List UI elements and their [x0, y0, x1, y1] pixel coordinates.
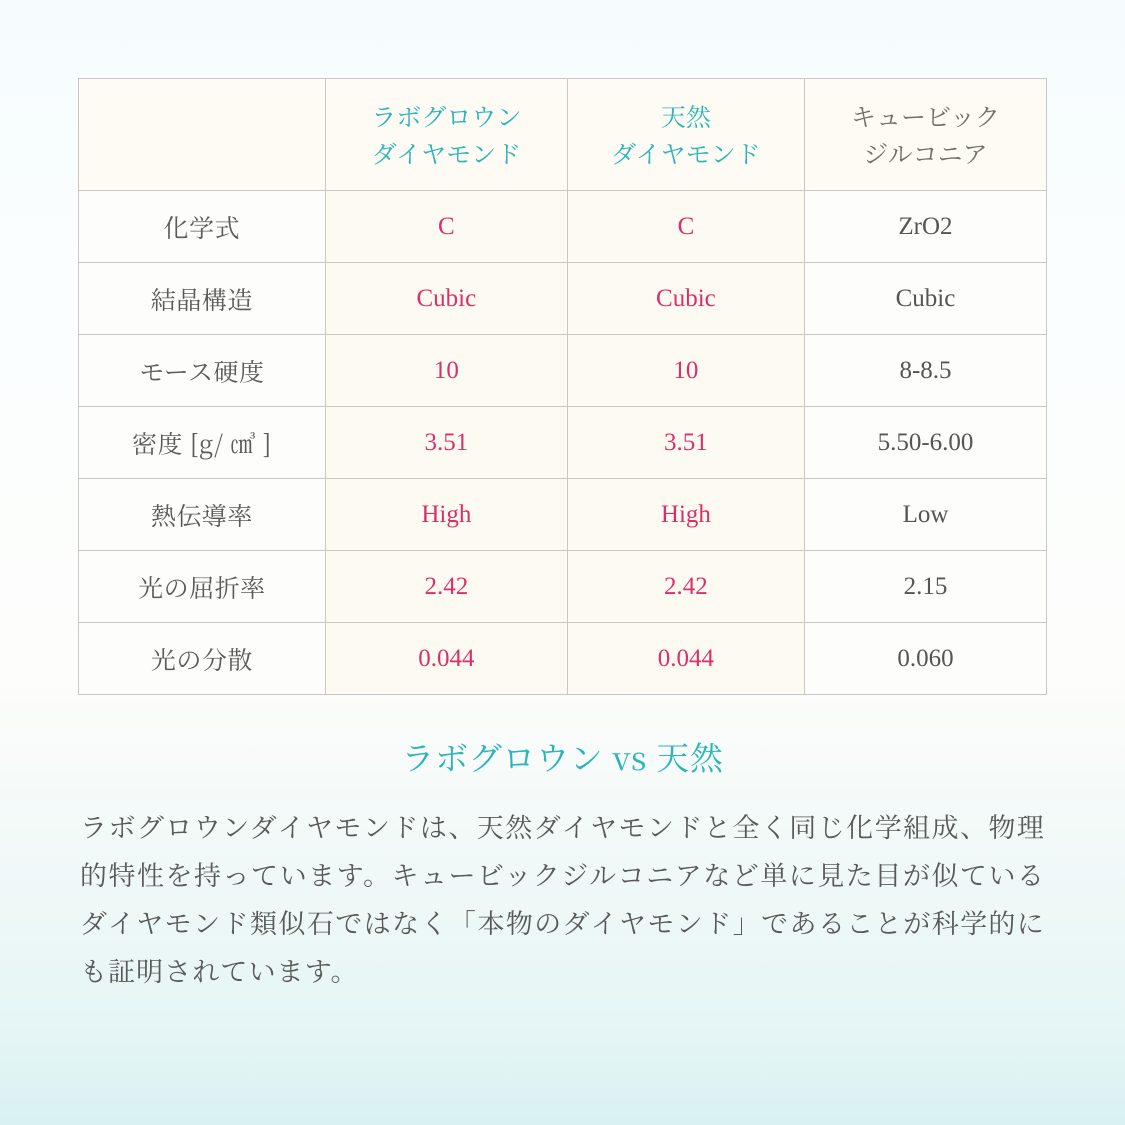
- row-label: 化学式: [79, 191, 326, 263]
- table-cell: High: [325, 479, 567, 551]
- col-header-line2: ダイヤモンド: [611, 135, 761, 171]
- table-corner-cell: [79, 79, 326, 191]
- col-header-line1: ラボグロウン: [371, 98, 521, 134]
- table-cell: C: [567, 191, 804, 263]
- col-header-line1: 天然: [661, 98, 711, 134]
- table-cell: 2.42: [567, 551, 804, 623]
- table-cell: 8-8.5: [804, 335, 1046, 407]
- table-cell: 0.044: [325, 623, 567, 695]
- comparison-table: ラボグロウン ダイヤモンド 天然 ダイヤモンド キュービック ジルコニア 化学式…: [78, 78, 1047, 695]
- table-row: 光の分散0.0440.0440.060: [79, 623, 1047, 695]
- table-cell: 5.50-6.00: [804, 407, 1046, 479]
- col-header-line2: ジルコニア: [863, 135, 987, 171]
- table-cell: 10: [567, 335, 804, 407]
- table-cell: Cubic: [567, 263, 804, 335]
- body-paragraph: ラボグロウンダイヤモンドは、天然ダイヤモンドと全く同じ化学組成、物理的特性を持っ…: [78, 802, 1047, 994]
- col-header-cz: キュービック ジルコニア: [804, 79, 1046, 191]
- row-label: 熱伝導率: [79, 479, 326, 551]
- row-label: 光の屈折率: [79, 551, 326, 623]
- table-cell: 3.51: [325, 407, 567, 479]
- row-label: モース硬度: [79, 335, 326, 407]
- table-header-row: ラボグロウン ダイヤモンド 天然 ダイヤモンド キュービック ジルコニア: [79, 79, 1047, 191]
- table-cell: Cubic: [325, 263, 567, 335]
- col-header-labgrown: ラボグロウン ダイヤモンド: [325, 79, 567, 191]
- table-cell: ZrO2: [804, 191, 1046, 263]
- row-label: 密度 [g/ ㎤ ]: [79, 407, 326, 479]
- table-row: 熱伝導率HighHighLow: [79, 479, 1047, 551]
- table-cell: 2.15: [804, 551, 1046, 623]
- table-cell: 0.060: [804, 623, 1046, 695]
- table-cell: Low: [804, 479, 1046, 551]
- table-cell: 2.42: [325, 551, 567, 623]
- row-label: 結晶構造: [79, 263, 326, 335]
- section-heading: ラボグロウン vs 天然: [78, 733, 1047, 780]
- table-cell: 3.51: [567, 407, 804, 479]
- table-cell: 0.044: [567, 623, 804, 695]
- table-row: 密度 [g/ ㎤ ]3.513.515.50-6.00: [79, 407, 1047, 479]
- table-cell: 10: [325, 335, 567, 407]
- table-body: 化学式CCZrO2結晶構造CubicCubicCubicモース硬度10108-8…: [79, 191, 1047, 695]
- table-cell: Cubic: [804, 263, 1046, 335]
- row-label: 光の分散: [79, 623, 326, 695]
- table-row: 光の屈折率2.422.422.15: [79, 551, 1047, 623]
- table-row: 化学式CCZrO2: [79, 191, 1047, 263]
- col-header-line2: ダイヤモンド: [372, 135, 522, 171]
- col-header-line1: キュービック: [851, 98, 1000, 134]
- table-cell: High: [567, 479, 804, 551]
- table-cell: C: [325, 191, 567, 263]
- table-row: 結晶構造CubicCubicCubic: [79, 263, 1047, 335]
- table-row: モース硬度10108-8.5: [79, 335, 1047, 407]
- col-header-natural: 天然 ダイヤモンド: [567, 79, 804, 191]
